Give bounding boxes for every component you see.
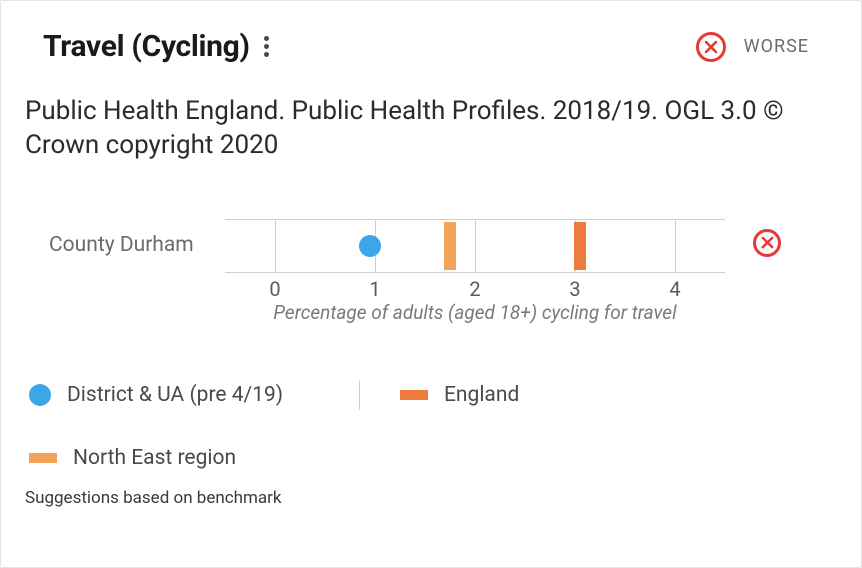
row-status-worse-icon	[753, 229, 781, 257]
legend-swatch-bar	[29, 453, 57, 463]
gridline	[475, 220, 476, 272]
tick-label: 4	[669, 277, 680, 301]
tick-label: 0	[269, 277, 280, 301]
gridline	[675, 220, 676, 272]
legend: District & UA (pre 4/19) England North E…	[25, 380, 837, 470]
legend-separator	[359, 380, 360, 410]
status-label: WORSE	[744, 36, 809, 57]
tick-label: 2	[469, 277, 480, 301]
footnote: Suggestions based on benchmark	[25, 488, 837, 508]
legend-label: North East region	[73, 446, 236, 470]
legend-item-england: England	[400, 383, 519, 407]
page-title: Travel (Cycling)	[43, 29, 250, 64]
header-row: Travel (Cycling) WORSE	[25, 29, 837, 64]
legend-label: England	[444, 383, 519, 407]
tick-label: 1	[369, 277, 380, 301]
marker-district	[359, 235, 381, 257]
gridline	[275, 220, 276, 272]
chart-row-label: County Durham	[25, 219, 225, 257]
plot	[225, 219, 725, 273]
legend-item-district: District & UA (pre 4/19)	[29, 383, 359, 407]
marker-england	[574, 222, 586, 270]
status-worse-icon	[696, 32, 726, 62]
more-menu-icon[interactable]	[264, 36, 269, 57]
source-subtitle: Public Health England. Public Health Pro…	[25, 94, 837, 163]
card: Travel (Cycling) WORSE Public Health Eng…	[0, 0, 862, 568]
legend-item-region: North East region	[29, 446, 359, 470]
legend-swatch-bar	[400, 390, 428, 400]
plot-wrap: 0 1 2 3 4 Percentage of adults (aged 18+) cy…	[225, 219, 725, 324]
row-status	[725, 219, 781, 257]
axis-label: Percentage of adults (aged 18+) cycling …	[225, 301, 725, 324]
tick-label: 3	[569, 277, 580, 301]
marker-region	[444, 222, 456, 270]
chart-area: County Durham 0 1 2 3 4 Percentage of adults…	[25, 219, 837, 324]
title-group: Travel (Cycling)	[43, 29, 269, 64]
status-group: WORSE	[696, 32, 837, 62]
axis-ticks: 0 1 2 3 4	[225, 273, 725, 299]
legend-swatch-circle	[29, 384, 51, 406]
legend-label: District & UA (pre 4/19)	[67, 383, 283, 407]
